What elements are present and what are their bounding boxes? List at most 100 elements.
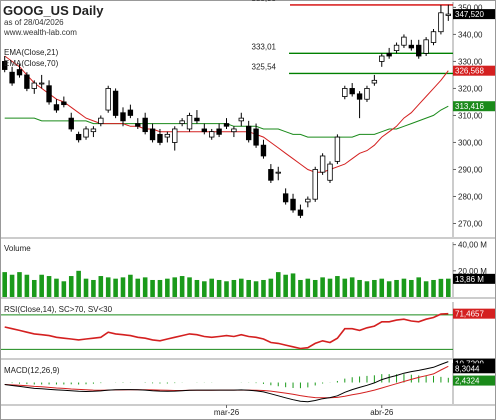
site-url: www.wealth-lab.com [4,28,77,37]
candle-body [282,193,289,203]
volume-panel: 40,00 M 20,00 M13,86 M [0,241,496,299]
volume-bar [238,278,244,297]
candle-body [135,123,141,127]
x-axis: mar-26 abr-26 [214,405,394,417]
volume-bar [76,270,81,297]
volume-bar [268,278,274,297]
candle-body [312,169,318,200]
volume-bar [157,279,163,297]
volume-bar [261,279,266,297]
candle-body [253,128,259,146]
volume-bar [349,277,355,297]
rsi-last-label: 71,4657 [455,310,484,319]
ema21-last-label: 326,568 [455,67,484,76]
volume-bar [409,279,414,297]
candle-body [260,144,267,157]
candle-body [268,169,274,181]
rsi-line [4,312,449,350]
macd-last-label-3-bg [453,375,495,386]
candle-body [209,131,215,138]
candle-body [349,88,355,95]
volume-bar [298,279,303,297]
volume-bar [372,279,377,297]
volume-bar [416,277,422,297]
volume-tick-label: 40,00 M [458,241,487,250]
volume-bar [165,278,170,297]
volume-bar [194,279,200,297]
volume-bar [431,279,436,297]
candle-body [105,88,111,111]
macd-title: MACD(12,26,9) [4,366,60,375]
volume-bar [379,278,385,297]
volume-bar [98,276,104,297]
candle-body [31,82,37,89]
macd-last-label-2-bg [453,363,495,374]
volume-bar [24,274,30,297]
volume-bar [31,279,37,297]
volume-bar [83,278,89,297]
price-tick-label: 290,00 [458,165,483,174]
candle-body [245,125,252,141]
candle-body [53,104,60,111]
candle-body [430,31,437,43]
ema21-last-label-bg [453,65,495,76]
volume-bar [187,277,192,297]
candle-body [386,52,392,57]
candle-body [98,117,104,124]
candle-body [68,117,74,130]
ema70-last-label-bg [453,101,495,112]
candle-body [46,85,52,103]
volume-bar [113,278,118,297]
rsi-panel: 71,4657 [0,302,496,360]
candle-body [127,109,134,116]
volume-bar [275,272,281,297]
volume-last-label-bg [453,273,495,284]
as-of-date: as of 28/04/2026 [4,18,64,27]
price-tick-label: 280,00 [458,192,483,201]
candle-body [38,82,45,85]
volume-bar [105,277,111,297]
volume-bar [142,277,148,297]
candle-body [75,133,82,141]
candle-body [164,133,171,138]
volume-bar [423,281,429,297]
candle-body [334,136,341,162]
candle-body [61,101,67,106]
volume-bar [246,279,251,297]
volume-bar [335,276,340,297]
candle-body [401,36,407,46]
volume-tick-label: 20,00 M [458,267,487,276]
candle-body [223,123,230,127]
ema70-last-label: 313,416 [455,102,484,111]
legend-ema70: EMA(Close,70) [4,59,59,68]
x-tick-label: abr-26 [370,408,394,417]
volume-bar [357,279,362,297]
volume-bar [209,278,215,297]
price-tick-label: 330,00 [458,57,483,66]
candle-body [238,117,244,122]
last-close-label: 347,520 [455,10,484,19]
volume-bar [342,278,348,297]
volume-last-label: 13,86 M [455,275,484,284]
rsi-title: RSI(Close,14), SC>70, SV<30 [4,305,113,314]
volume-bar [150,279,155,297]
candle-body [416,44,422,57]
ema21-line [4,55,449,173]
volume-bar [327,278,333,297]
candle-body [112,90,119,116]
candle-body [179,120,185,124]
level-label-2: 325,54 [252,62,277,71]
candle-body [319,155,326,173]
candle-body [90,128,97,133]
candle-body [342,88,348,97]
volume-bar [401,278,407,297]
price-panel: 350,00 340,00 330,00 320,00 310,00 300,00 290,… [0,0,496,239]
volume-bar [202,281,207,297]
volume-bar [2,272,7,297]
macd-last-label-3: 2,4324 [455,377,480,386]
volume-bar [54,278,59,297]
candle-body [438,12,444,33]
candle-body [393,44,400,52]
candle-body [172,128,178,143]
